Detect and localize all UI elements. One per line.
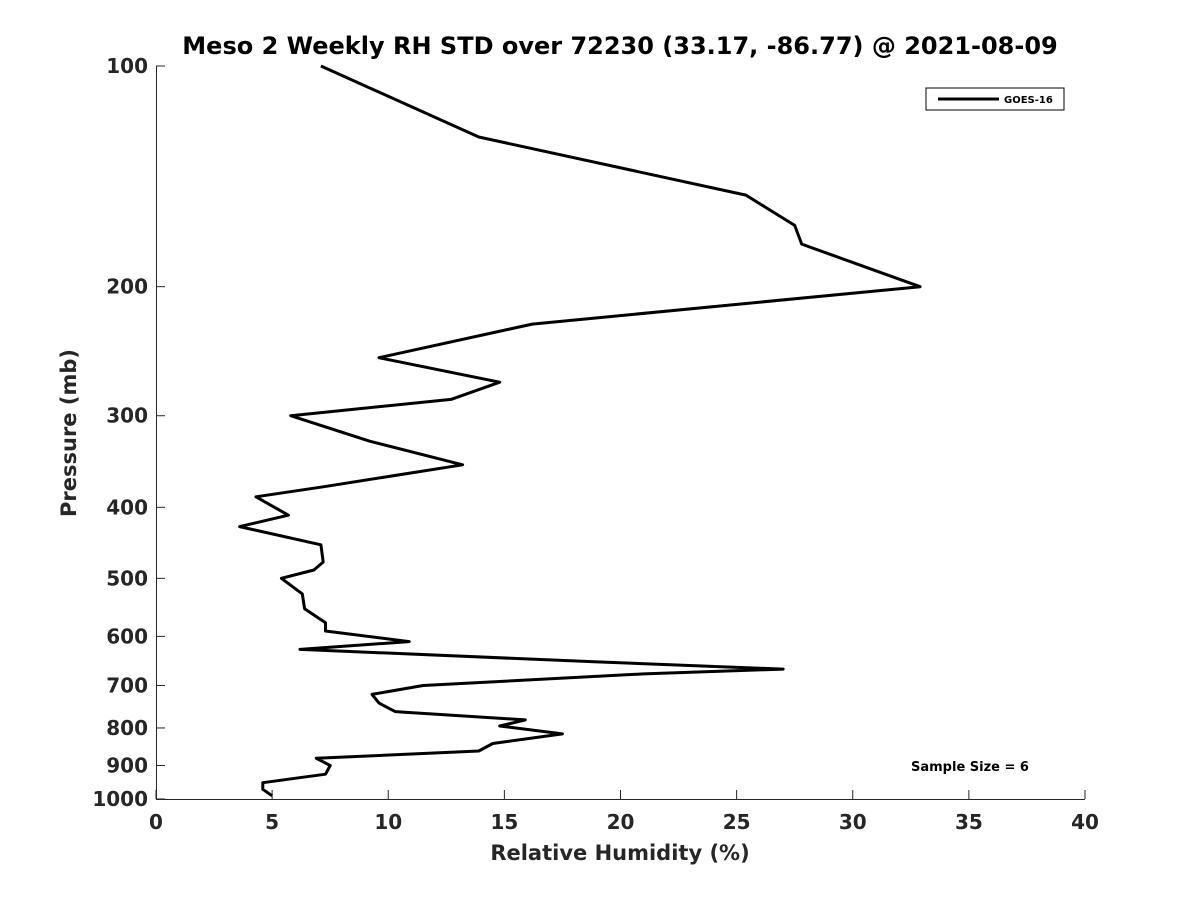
y-tick-label: 300: [106, 404, 148, 428]
x-tick-label: 20: [607, 810, 635, 834]
x-ticks: 0 5 10 15 20 25 30 35 40: [149, 790, 1099, 834]
x-tick-label: 15: [490, 810, 518, 834]
y-tick-label: 800: [106, 716, 148, 740]
y-tick-label: 100: [106, 54, 148, 78]
chart-title: Meso 2 Weekly RH STD over 72230 (33.17, …: [182, 32, 1057, 60]
plot-area: 0 5 10 15 20 25 30 35 40 100 200 300 400 500 600 700 80…: [92, 54, 1099, 834]
sample-size-annotation: Sample Size = 6: [911, 760, 1029, 775]
y-ticks: 100 200 300 400 500 600 700 800 900 1000: [92, 54, 165, 811]
x-tick-label: 25: [723, 810, 751, 834]
y-tick-label: 600: [106, 624, 148, 648]
y-tick-label: 1000: [92, 787, 148, 811]
x-tick-label: 5: [265, 810, 279, 834]
y-tick-label: 400: [106, 495, 148, 519]
x-tick-label: 40: [1071, 810, 1099, 834]
series-line-goes-16: [238, 64, 922, 798]
y-axis-label: Pressure (mb): [57, 349, 81, 517]
x-tick-label: 0: [149, 810, 163, 834]
y-tick-label: 500: [106, 566, 148, 590]
y-tick-label: 900: [106, 753, 148, 777]
y-tick-label: 700: [106, 673, 148, 697]
x-axis-label: Relative Humidity (%): [490, 841, 749, 865]
x-tick-label: 10: [374, 810, 402, 834]
legend: GOES-16: [925, 87, 1065, 111]
y-tick-label: 200: [106, 275, 148, 299]
x-tick-label: 30: [839, 810, 867, 834]
legend-label-goes-16: GOES-16: [1004, 95, 1053, 106]
x-tick-label: 35: [955, 810, 983, 834]
